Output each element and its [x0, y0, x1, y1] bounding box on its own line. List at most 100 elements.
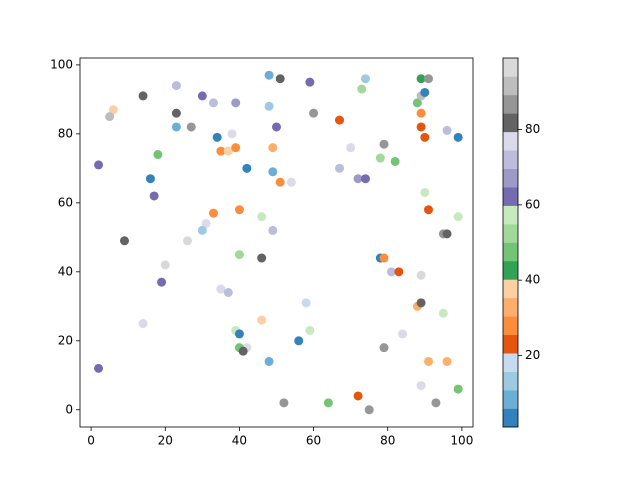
point [453, 384, 463, 394]
point [453, 132, 463, 142]
point [208, 98, 218, 108]
point [160, 260, 170, 270]
point [353, 174, 363, 184]
point [279, 398, 289, 408]
point [305, 77, 315, 87]
point [94, 363, 104, 373]
point [183, 236, 193, 246]
point [275, 74, 285, 84]
point [416, 270, 426, 280]
point [257, 212, 267, 222]
point [416, 298, 426, 308]
colorbar-swatch [503, 94, 518, 114]
point [171, 122, 181, 132]
y-tick-label: 0 [65, 402, 73, 416]
colorbar-swatch [503, 297, 518, 317]
point [257, 253, 267, 263]
point [171, 81, 181, 91]
point [234, 329, 244, 339]
x-tick-label: 80 [380, 434, 395, 448]
point [286, 177, 296, 187]
point [412, 98, 422, 108]
point [257, 315, 267, 325]
y-tick-label: 40 [58, 264, 73, 278]
y-tick-label: 20 [58, 333, 73, 347]
colorbar [503, 58, 518, 428]
colorbar-swatch [503, 58, 518, 77]
point [390, 156, 400, 166]
colorbar-frame [502, 57, 519, 428]
colorbar-swatch [503, 150, 518, 169]
point [386, 267, 396, 277]
y-tick-label: 100 [50, 57, 73, 71]
point [335, 163, 345, 173]
point [138, 91, 148, 101]
colorbar-swatch [503, 390, 518, 409]
point [212, 132, 222, 142]
point [424, 356, 434, 366]
colorbar-tick-label: 60 [525, 197, 540, 211]
colorbar-tick-label: 40 [525, 273, 540, 287]
point [171, 108, 181, 118]
point [272, 122, 281, 132]
colorbar-swatch [503, 113, 518, 133]
point [268, 225, 278, 235]
x-tick-label: 0 [87, 434, 95, 448]
point [353, 391, 363, 401]
point [108, 105, 118, 115]
point [420, 87, 430, 97]
point [157, 277, 167, 287]
point [197, 91, 207, 101]
colorbar-swatch [503, 316, 518, 336]
y-tick-label: 80 [58, 126, 73, 140]
point [223, 288, 233, 298]
colorbar-tick-label: 20 [525, 348, 540, 362]
point [294, 336, 304, 346]
point [357, 84, 367, 94]
point [431, 398, 441, 408]
point [234, 250, 244, 260]
point [264, 356, 274, 366]
point [420, 187, 430, 197]
point [346, 143, 356, 153]
point [360, 174, 370, 184]
point [305, 325, 315, 335]
point [275, 177, 285, 187]
point [416, 74, 426, 84]
point [335, 115, 345, 125]
point [238, 346, 248, 356]
point [416, 381, 426, 391]
point [231, 143, 241, 153]
point [323, 398, 333, 408]
point [424, 74, 434, 84]
point [231, 98, 241, 108]
point [264, 101, 274, 111]
point [94, 160, 104, 170]
point [216, 284, 226, 294]
point [119, 236, 129, 246]
point [234, 205, 244, 215]
point [309, 108, 319, 118]
point [149, 191, 159, 201]
point [216, 146, 226, 156]
colorbar-swatch [503, 131, 518, 151]
y-tick-label: 60 [58, 195, 73, 209]
colorbar-tick-label: 80 [525, 122, 540, 136]
point [242, 163, 252, 173]
point [379, 139, 389, 149]
point [264, 70, 274, 80]
point [442, 356, 452, 366]
point [375, 153, 385, 163]
point [442, 229, 452, 239]
point [153, 150, 163, 160]
point [201, 219, 211, 229]
point [364, 405, 374, 415]
point [197, 225, 207, 235]
x-tick-label: 20 [158, 434, 173, 448]
point [301, 298, 311, 308]
x-tick-label: 40 [232, 434, 247, 448]
point [379, 253, 389, 263]
colorbar-swatch [503, 76, 518, 96]
colorbar-swatch [503, 187, 518, 206]
